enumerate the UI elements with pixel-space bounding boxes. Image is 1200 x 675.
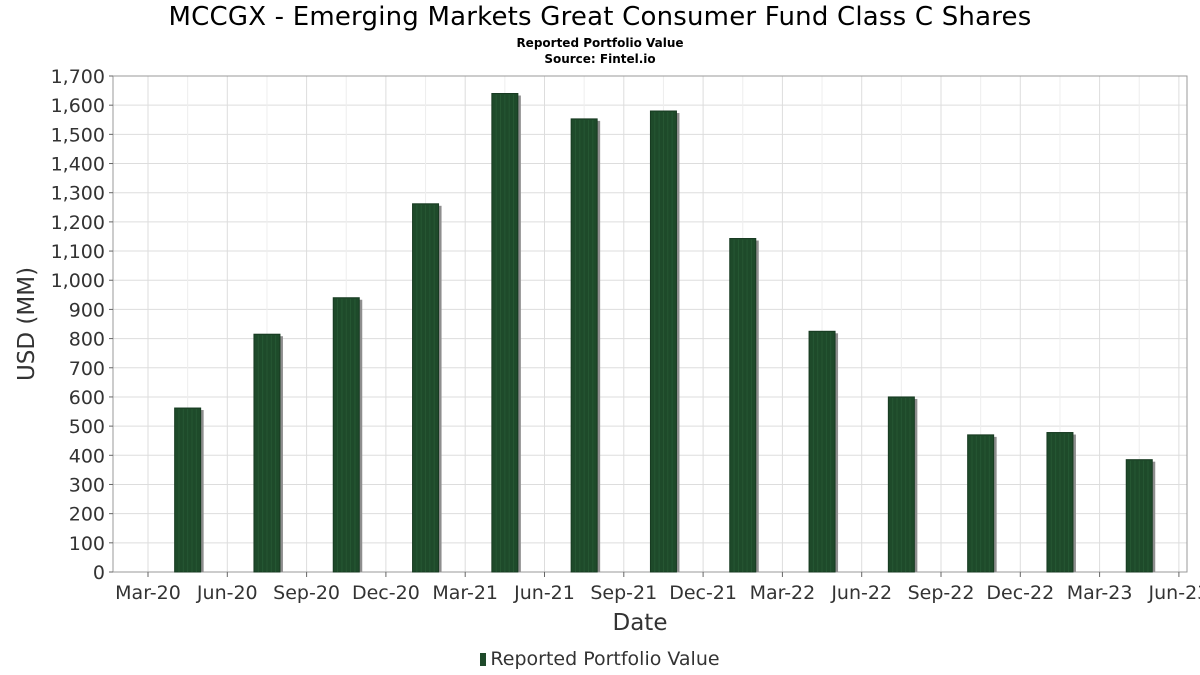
x-tick-label: Dec-22 bbox=[986, 582, 1054, 604]
chart-subtitle: Reported Portfolio Value bbox=[516, 36, 684, 50]
x-tick-label: Sep-20 bbox=[273, 582, 340, 604]
y-tick-label: 900 bbox=[69, 299, 105, 321]
chart-title: MCCGX - Emerging Markets Great Consumer … bbox=[168, 2, 1032, 32]
y-tick-label: 1,200 bbox=[51, 212, 105, 234]
x-tick-label: Dec-20 bbox=[352, 582, 420, 604]
x-tick-label: Mar-22 bbox=[750, 582, 816, 604]
y-axis-label: USD (MM) bbox=[14, 267, 40, 381]
legend: Reported Portfolio Value bbox=[0, 648, 1200, 670]
x-tick-label: Jun-22 bbox=[830, 582, 892, 604]
x-tick-label: Sep-22 bbox=[908, 582, 975, 604]
x-tick-label: Mar-23 bbox=[1067, 582, 1133, 604]
y-tick-label: 100 bbox=[69, 533, 105, 555]
y-tick-label: 200 bbox=[69, 504, 105, 526]
y-tick-label: 1,300 bbox=[51, 183, 105, 205]
x-tick-label: Jun-20 bbox=[196, 582, 258, 604]
y-tick-label: 1,100 bbox=[51, 241, 105, 263]
x-tick-label: Jun-21 bbox=[513, 582, 575, 604]
x-tick-label: Mar-20 bbox=[115, 582, 181, 604]
x-tick-label: Sep-21 bbox=[590, 582, 657, 604]
chart-source: Source: Fintel.io bbox=[544, 52, 656, 66]
y-tick-label: 500 bbox=[69, 416, 105, 438]
x-axis-label: Date bbox=[613, 610, 668, 636]
legend-label: Reported Portfolio Value bbox=[490, 648, 720, 670]
y-tick-label: 1,000 bbox=[51, 270, 105, 292]
x-tick-label: Mar-21 bbox=[432, 582, 498, 604]
x-tick-label: Jun-23 bbox=[1148, 582, 1200, 604]
y-tick-label: 800 bbox=[69, 329, 105, 351]
y-tick-label: 600 bbox=[69, 387, 105, 409]
y-tick-label: 1,600 bbox=[51, 95, 105, 117]
bar-chart: 0 100 200 300 400 500 600 700 800 900 1,000 1,100 1,… bbox=[14, 66, 1200, 636]
y-tick-label: 700 bbox=[69, 358, 105, 380]
y-tick-label: 300 bbox=[69, 474, 105, 496]
y-tick-label: 1,500 bbox=[51, 124, 105, 146]
x-tick-label: Dec-21 bbox=[669, 582, 737, 604]
y-tick-label: 1,400 bbox=[51, 154, 105, 176]
legend-swatch bbox=[480, 653, 487, 666]
y-tick-label: 400 bbox=[69, 445, 105, 467]
y-tick-label: 0 bbox=[93, 562, 105, 584]
y-tick-label: 1,700 bbox=[51, 66, 105, 88]
